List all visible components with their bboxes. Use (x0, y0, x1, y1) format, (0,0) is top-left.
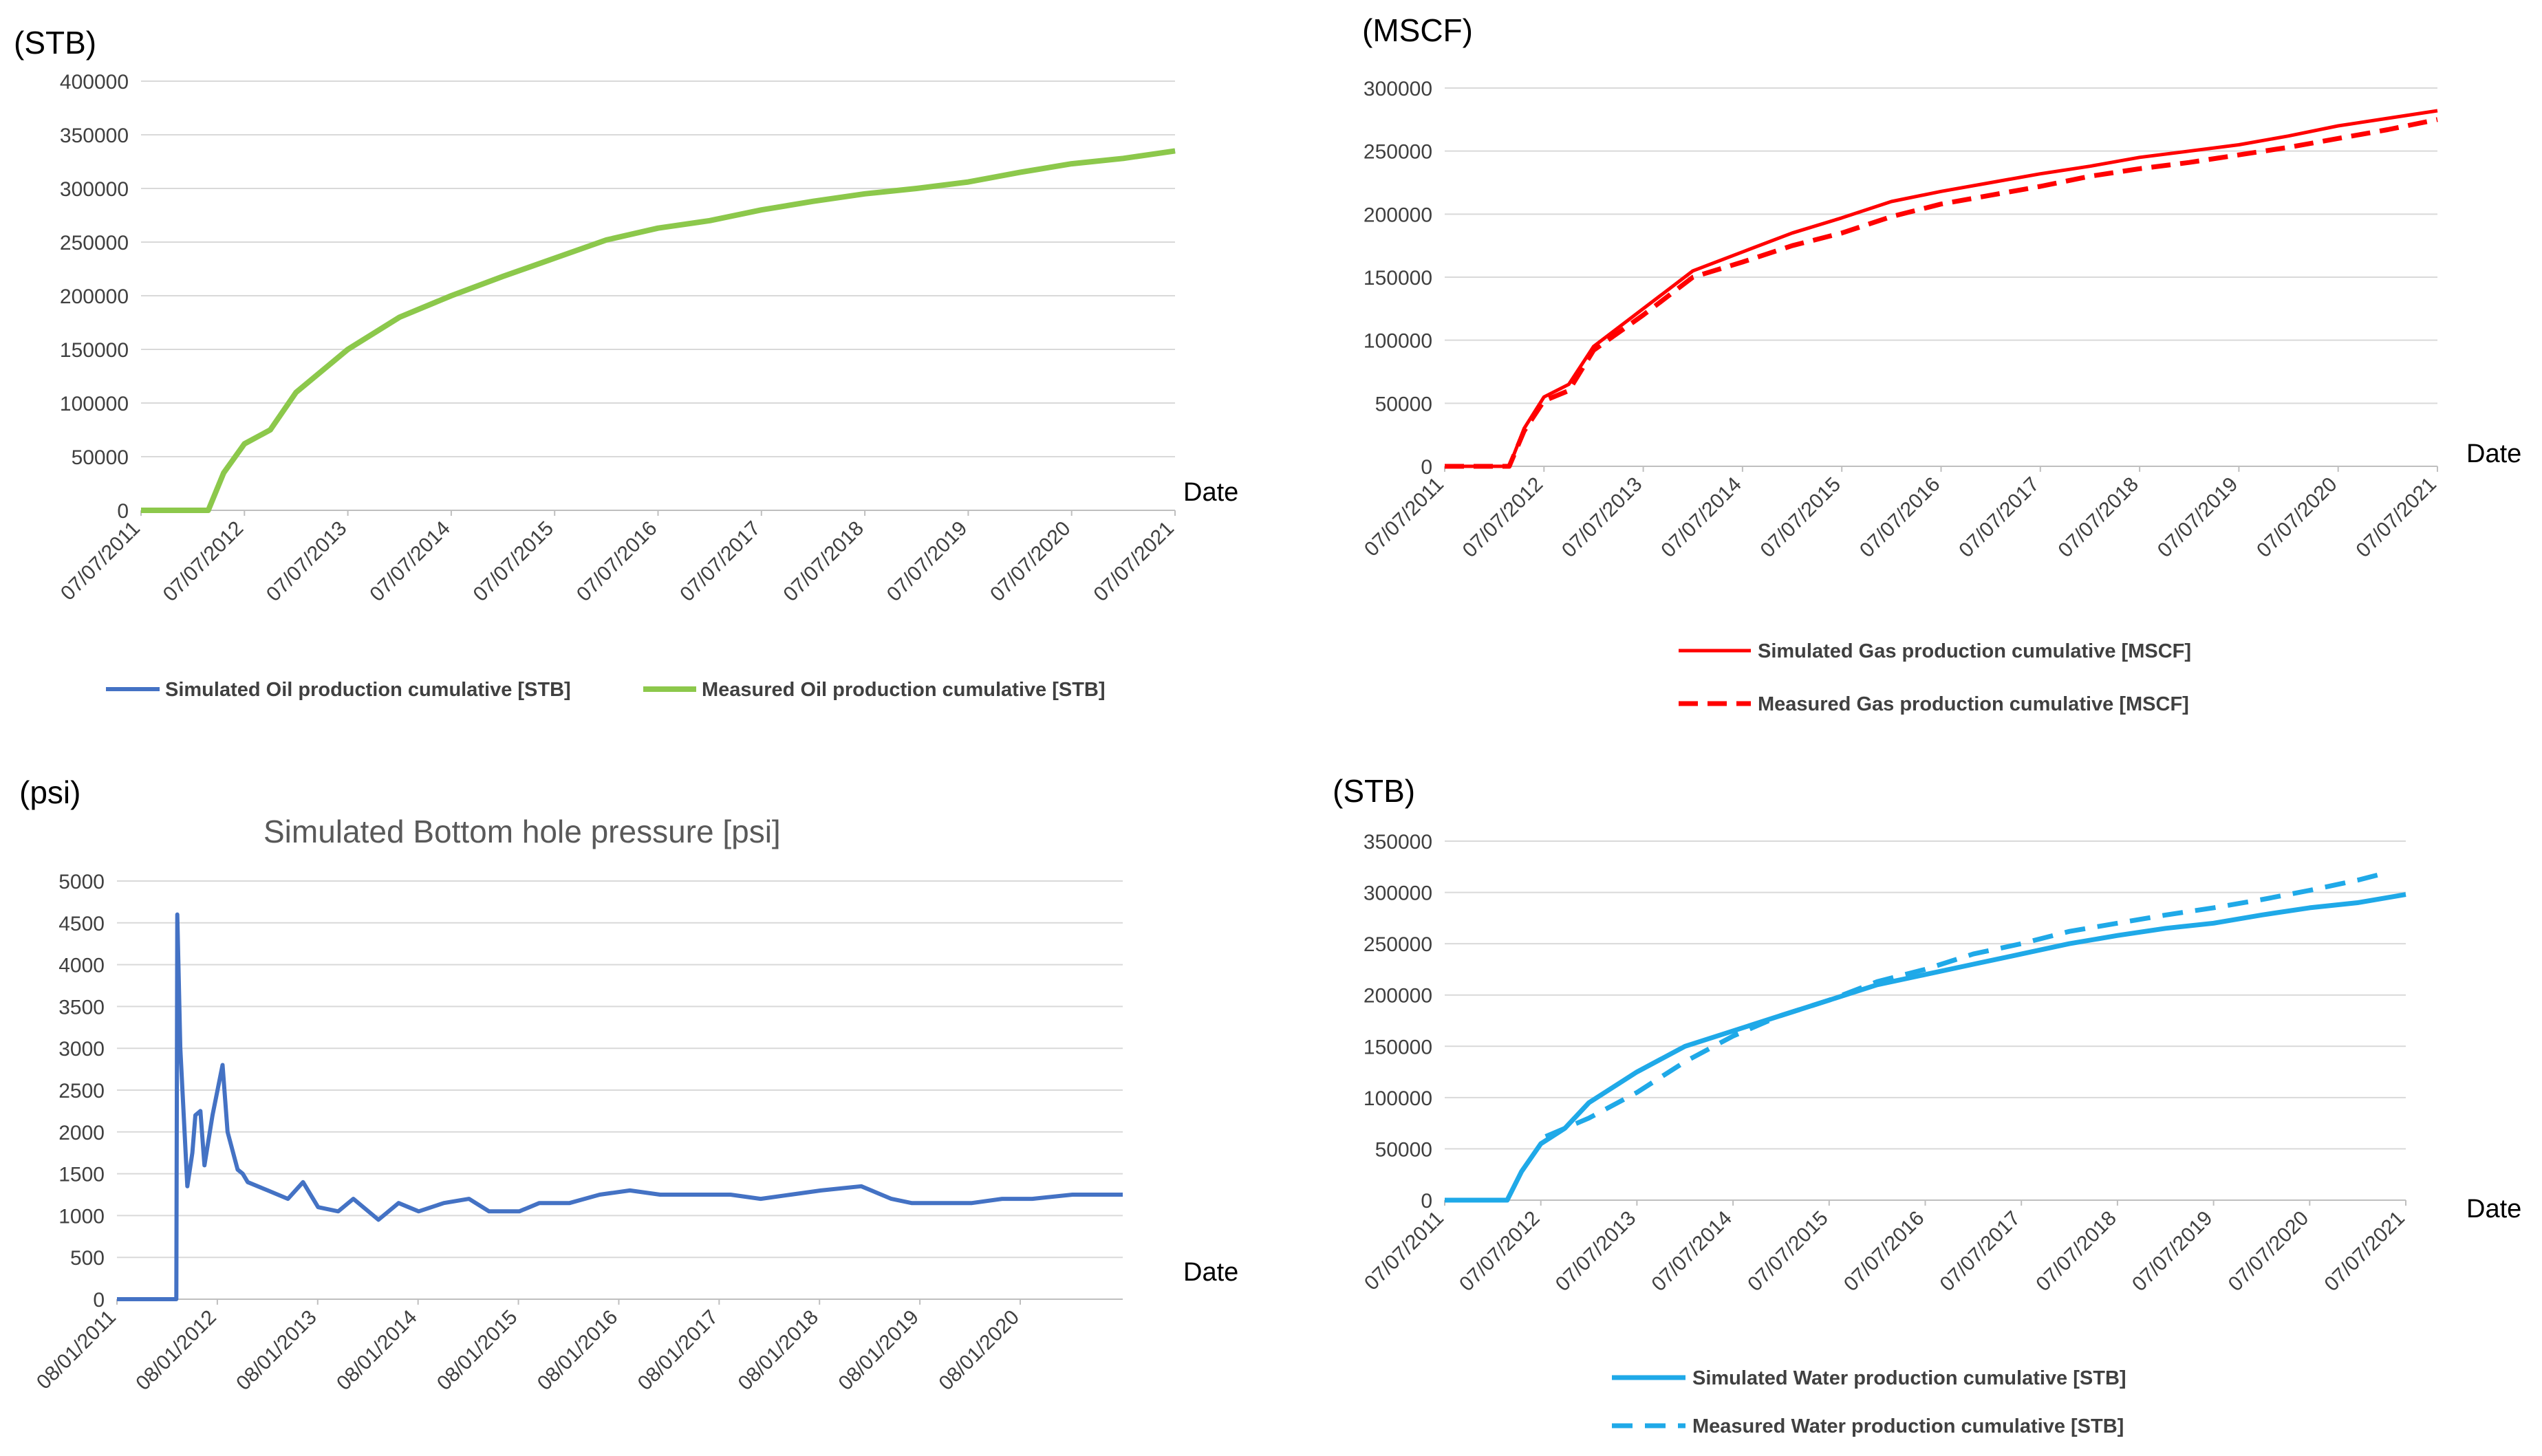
y-tick-label: 0 (93, 1289, 105, 1312)
y-tick-label: 250000 (1364, 141, 1432, 164)
y-tick-label: 200000 (1364, 985, 1432, 1008)
legend-label-1: Simulated Oil production cumulative [STB… (165, 679, 571, 701)
y-tick-label: 1500 (58, 1164, 105, 1186)
legend-label-1: Simulated Gas production cumulative [MSC… (1758, 640, 2191, 662)
y-tick-label: 400000 (60, 71, 129, 94)
gas-unit-label: (MSCF) (1362, 12, 1473, 48)
y-tick-label: 50000 (1375, 393, 1432, 415)
y-tick-label: 100000 (60, 393, 129, 415)
y-tick-label: 2500 (58, 1080, 105, 1102)
y-tick-label: 100000 (1364, 1087, 1432, 1110)
y-tick-label: 0 (1421, 456, 1432, 479)
legend-label-2: Measured Gas production cumulative [MSCF… (1758, 693, 2189, 715)
pressure-xlabel: Date (1183, 1258, 1238, 1287)
legend-label-2: Measured Oil production cumulative [STB] (702, 679, 1106, 701)
y-tick-label: 3500 (58, 996, 105, 1019)
y-tick-label: 300000 (1364, 882, 1432, 905)
legend-label-1: Simulated Water production cumulative [S… (1692, 1367, 2126, 1389)
y-tick-label: 4500 (58, 913, 105, 935)
series-line-2 (141, 148, 1176, 513)
y-tick-label: 0 (117, 500, 129, 523)
y-tick-label: 100000 (1364, 330, 1432, 353)
oil-xlabel: Date (1183, 478, 1238, 507)
y-tick-label: 300000 (1364, 78, 1432, 100)
series-line-1 (1445, 109, 2438, 468)
y-tick-label: 5000 (58, 871, 105, 893)
y-tick-label: 150000 (60, 339, 129, 362)
gas-xlabel: Date (2466, 439, 2521, 468)
y-tick-label: 300000 (60, 178, 129, 201)
y-tick-label: 0 (1421, 1190, 1432, 1213)
y-tick-label: 150000 (1364, 1036, 1432, 1058)
y-tick-label: 500 (70, 1247, 105, 1270)
y-tick-label: 350000 (1364, 831, 1432, 854)
series-line-2 (1544, 871, 2382, 1139)
y-tick-label: 50000 (1375, 1138, 1432, 1161)
series-line-2 (1445, 117, 2438, 469)
water-unit-label: (STB) (1333, 773, 1415, 809)
y-tick-label: 350000 (60, 124, 129, 147)
y-tick-label: 50000 (72, 446, 129, 469)
legend-label-2: Measured Water production cumulative [ST… (1692, 1415, 2124, 1437)
y-tick-label: 250000 (60, 232, 129, 254)
y-tick-label: 200000 (1364, 204, 1432, 226)
y-tick-label: 3000 (58, 1038, 105, 1061)
pressure-title: Simulated Bottom hole pressure [psi] (263, 814, 781, 849)
y-tick-label: 200000 (60, 285, 129, 308)
pressure-unit-label: (psi) (19, 774, 80, 810)
oil-unit-label: (STB) (14, 25, 96, 61)
y-tick-label: 2000 (58, 1122, 105, 1144)
water-xlabel: Date (2466, 1195, 2521, 1224)
y-tick-label: 150000 (1364, 267, 1432, 290)
y-tick-label: 4000 (58, 955, 105, 977)
y-tick-label: 1000 (58, 1205, 105, 1228)
y-tick-label: 250000 (1364, 933, 1432, 956)
series-line-1 (117, 912, 1123, 1301)
